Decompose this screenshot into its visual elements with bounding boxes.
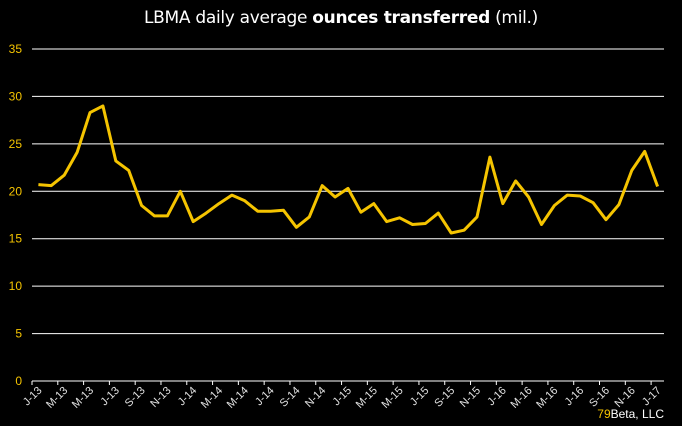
x-tick-label: J-16 <box>563 385 587 409</box>
x-tick-label: S-15 <box>432 385 457 410</box>
x-tick-label: J-13 <box>21 385 45 409</box>
x-tick-label: S-13 <box>123 385 148 410</box>
y-tick-label: 20 <box>9 184 23 198</box>
title-part-bold: ounces transferred <box>312 8 490 28</box>
title-part-units: (mil.) <box>490 8 538 28</box>
x-tick-label: M-14 <box>225 385 251 411</box>
y-tick-label: 35 <box>9 42 23 56</box>
x-tick-label: M-16 <box>534 385 560 411</box>
title-part-regular: LBMA daily average <box>144 8 313 28</box>
x-tick-label: S-14 <box>278 385 303 410</box>
y-tick-label: 0 <box>15 374 22 388</box>
y-tick-label: 15 <box>9 232 23 246</box>
x-tick-label: J-17 <box>640 385 664 409</box>
x-tick-label: M-13 <box>44 385 70 411</box>
x-tick-label: N-13 <box>148 385 173 410</box>
x-tick-label: J-14 <box>176 385 200 409</box>
watermark: 79Beta, LLC <box>597 407 664 421</box>
x-tick-label: J-15 <box>408 385 432 409</box>
gridlines <box>32 48 664 382</box>
x-tick-label: M-15 <box>380 385 406 411</box>
x-tick-label: N-14 <box>303 385 328 410</box>
x-tick-label: M-14 <box>199 385 225 411</box>
data-line <box>38 104 660 235</box>
y-tick-label: 25 <box>9 137 23 151</box>
watermark-number: 79 <box>597 407 611 421</box>
x-tick-label: M-15 <box>354 385 380 411</box>
chart-title: LBMA daily average ounces transferred (m… <box>0 8 682 28</box>
y-tick-label: 30 <box>9 89 23 103</box>
x-axis: J-13 M-13 M-13 J-13 S-13 N-13 J-14 M-14 M-14 J-14… <box>21 381 664 411</box>
x-tick-label: J-14 <box>253 385 277 409</box>
x-tick-label: J-15 <box>330 385 354 409</box>
x-tick-label: N-15 <box>458 385 483 410</box>
x-tick-label: J-16 <box>485 385 509 409</box>
watermark-text: Beta, LLC <box>610 407 664 421</box>
x-tick-label: J-13 <box>98 385 122 409</box>
x-tick-label: M-13 <box>70 385 96 411</box>
x-tick-label: M-16 <box>508 385 534 411</box>
y-tick-label: 10 <box>9 279 23 293</box>
y-tick-label: 5 <box>15 327 22 341</box>
x-tick-label: S-16 <box>587 385 612 410</box>
y-axis: 0 5 10 15 20 25 30 35 <box>9 42 23 388</box>
